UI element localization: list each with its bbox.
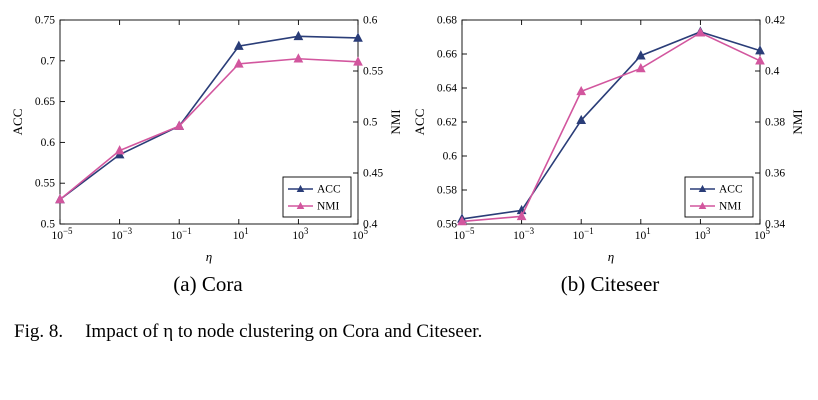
svg-text:η: η — [608, 249, 614, 264]
citeseer-chart: 0.56 0.58 0.6 0.62 0.64 0.66 0.68 0.34 0.36 0.38 0… — [412, 15, 805, 265]
svg-text:0.45: 0.45 — [363, 168, 383, 180]
svg-text:NMI: NMI — [719, 201, 742, 213]
svg-text:101: 101 — [233, 226, 249, 242]
svg-text:0.5: 0.5 — [363, 117, 378, 129]
svg-text:0.58: 0.58 — [437, 185, 457, 197]
svg-text:103: 103 — [292, 226, 309, 242]
svg-text:0.75: 0.75 — [35, 15, 55, 27]
svg-text:0.7: 0.7 — [41, 55, 56, 67]
svg-text:0.64: 0.64 — [437, 83, 457, 95]
svg-text:0.55: 0.55 — [35, 178, 55, 190]
svg-text:10−5: 10−5 — [453, 226, 475, 242]
figure-caption-label: Fig. 8. — [14, 321, 64, 342]
svg-text:10−3: 10−3 — [513, 226, 535, 242]
svg-text:0.55: 0.55 — [363, 66, 383, 78]
subcaptions-row: (a) Cora (b) Citeseer — [10, 272, 808, 297]
svg-text:105: 105 — [352, 226, 369, 242]
svg-text:0.65: 0.65 — [35, 96, 55, 108]
svg-text:ACC: ACC — [412, 109, 427, 136]
svg-text:10−5: 10−5 — [51, 226, 73, 242]
figure-caption: Fig. 8. Impact of η to node clustering on… — [10, 321, 808, 343]
svg-text:NMI: NMI — [317, 201, 340, 213]
svg-text:0.38: 0.38 — [765, 117, 785, 129]
svg-text:0.34: 0.34 — [765, 219, 785, 231]
svg-text:ACC: ACC — [317, 184, 341, 196]
svg-text:0.42: 0.42 — [765, 15, 785, 27]
svg-text:ACC: ACC — [719, 184, 743, 196]
svg-text:0.4: 0.4 — [765, 66, 780, 78]
svg-text:0.6: 0.6 — [363, 15, 378, 27]
svg-text:NMI: NMI — [388, 109, 403, 134]
cora-chart: 0.5 0.55 0.6 0.65 0.7 0.75 0.4 0.45 0.5 0.55 0.6 10… — [10, 15, 403, 265]
svg-text:0.62: 0.62 — [437, 117, 457, 129]
svg-text:10−3: 10−3 — [111, 226, 133, 242]
svg-text:0.66: 0.66 — [437, 49, 457, 61]
figure-caption-text: Impact of η to node clustering on Cora a… — [85, 321, 483, 342]
charts-row: 0.5 0.55 0.6 0.65 0.7 0.75 0.4 0.45 0.5 0.55 0.6 10… — [10, 6, 808, 268]
svg-text:0.6: 0.6 — [443, 151, 458, 163]
svg-text:101: 101 — [635, 226, 651, 242]
svg-text:η: η — [206, 249, 212, 264]
citeseer-chart-box: 0.56 0.58 0.6 0.62 0.64 0.66 0.68 0.34 0.36 0.38 0… — [412, 6, 808, 268]
svg-text:10−1: 10−1 — [573, 226, 594, 242]
svg-text:ACC: ACC — [10, 109, 25, 136]
svg-text:0.4: 0.4 — [363, 219, 378, 231]
svg-text:103: 103 — [694, 226, 711, 242]
cora-chart-box: 0.5 0.55 0.6 0.65 0.7 0.75 0.4 0.45 0.5 0.55 0.6 10… — [10, 6, 406, 268]
svg-text:0.36: 0.36 — [765, 168, 785, 180]
svg-text:0.6: 0.6 — [41, 137, 56, 149]
svg-text:0.5: 0.5 — [41, 219, 56, 231]
svg-text:0.68: 0.68 — [437, 15, 457, 27]
cora-caption: (a) Cora — [173, 272, 243, 296]
citeseer-caption: (b) Citeseer — [560, 272, 660, 296]
svg-text:0.56: 0.56 — [437, 219, 457, 231]
svg-text:NMI: NMI — [790, 109, 805, 134]
svg-text:10−1: 10−1 — [171, 226, 192, 242]
svg-text:105: 105 — [754, 226, 771, 242]
